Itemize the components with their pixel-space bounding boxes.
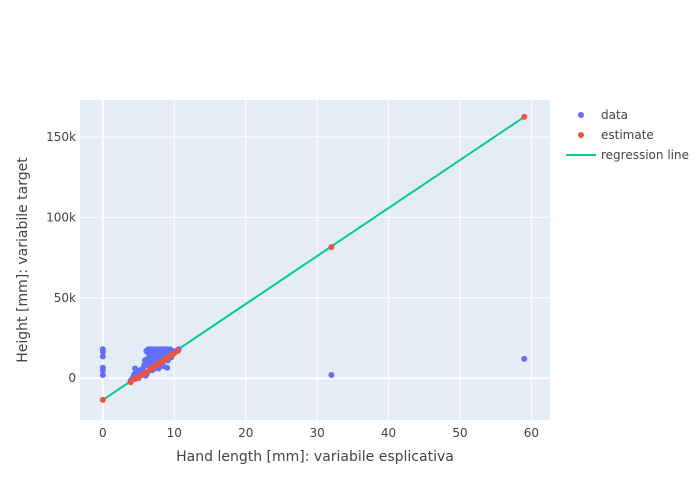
estimate-series [99, 113, 528, 403]
legend-item[interactable]: regression line [566, 148, 689, 162]
x-tick-label: 30 [310, 426, 325, 440]
y-tick-label: 50k [54, 291, 76, 305]
data-point [99, 367, 106, 374]
data-point [328, 372, 335, 378]
x-tick-label: 10 [167, 426, 182, 440]
data-point [99, 353, 106, 360]
y-tick-label: 150k [46, 130, 76, 144]
data-point [142, 357, 148, 364]
x-tick-label: 60 [524, 426, 539, 440]
x-axis-title: Hand length [mm]: variabile esplicativa [176, 449, 454, 465]
data-point [164, 364, 171, 371]
legend-item[interactable]: estimate [578, 128, 654, 142]
grid [80, 100, 550, 420]
y-axis-title: Height [mm]: variabile target [15, 157, 31, 363]
plot-area [99, 113, 528, 403]
y-tick-label: 0 [68, 371, 76, 385]
legend-label: estimate [601, 128, 654, 142]
estimate-point [127, 379, 134, 386]
legend-label: data [601, 108, 628, 122]
data-point [521, 355, 528, 362]
legend-marker-swatch [578, 132, 584, 138]
x-tick-label: 50 [452, 426, 467, 440]
legend-marker-swatch [578, 112, 584, 118]
estimate-point [99, 396, 106, 403]
y-tick-label: 100k [46, 210, 76, 224]
y-axis-ticks: 0 50k 100k 150k [46, 130, 76, 385]
legend: data estimate regression line [566, 108, 689, 162]
data-point [99, 372, 106, 378]
data-point [99, 348, 106, 355]
estimate-point [521, 113, 528, 120]
data-point [143, 347, 150, 354]
legend-label: regression line [601, 148, 689, 162]
estimate-point [174, 347, 181, 354]
x-tick-label: 20 [238, 426, 253, 440]
x-tick-label: 0 [99, 426, 107, 440]
x-tick-label: 40 [381, 426, 396, 440]
x-axis-ticks: 0 10 20 30 40 50 60 [99, 426, 539, 440]
legend-item[interactable]: data [578, 108, 628, 122]
estimate-point [328, 244, 335, 251]
